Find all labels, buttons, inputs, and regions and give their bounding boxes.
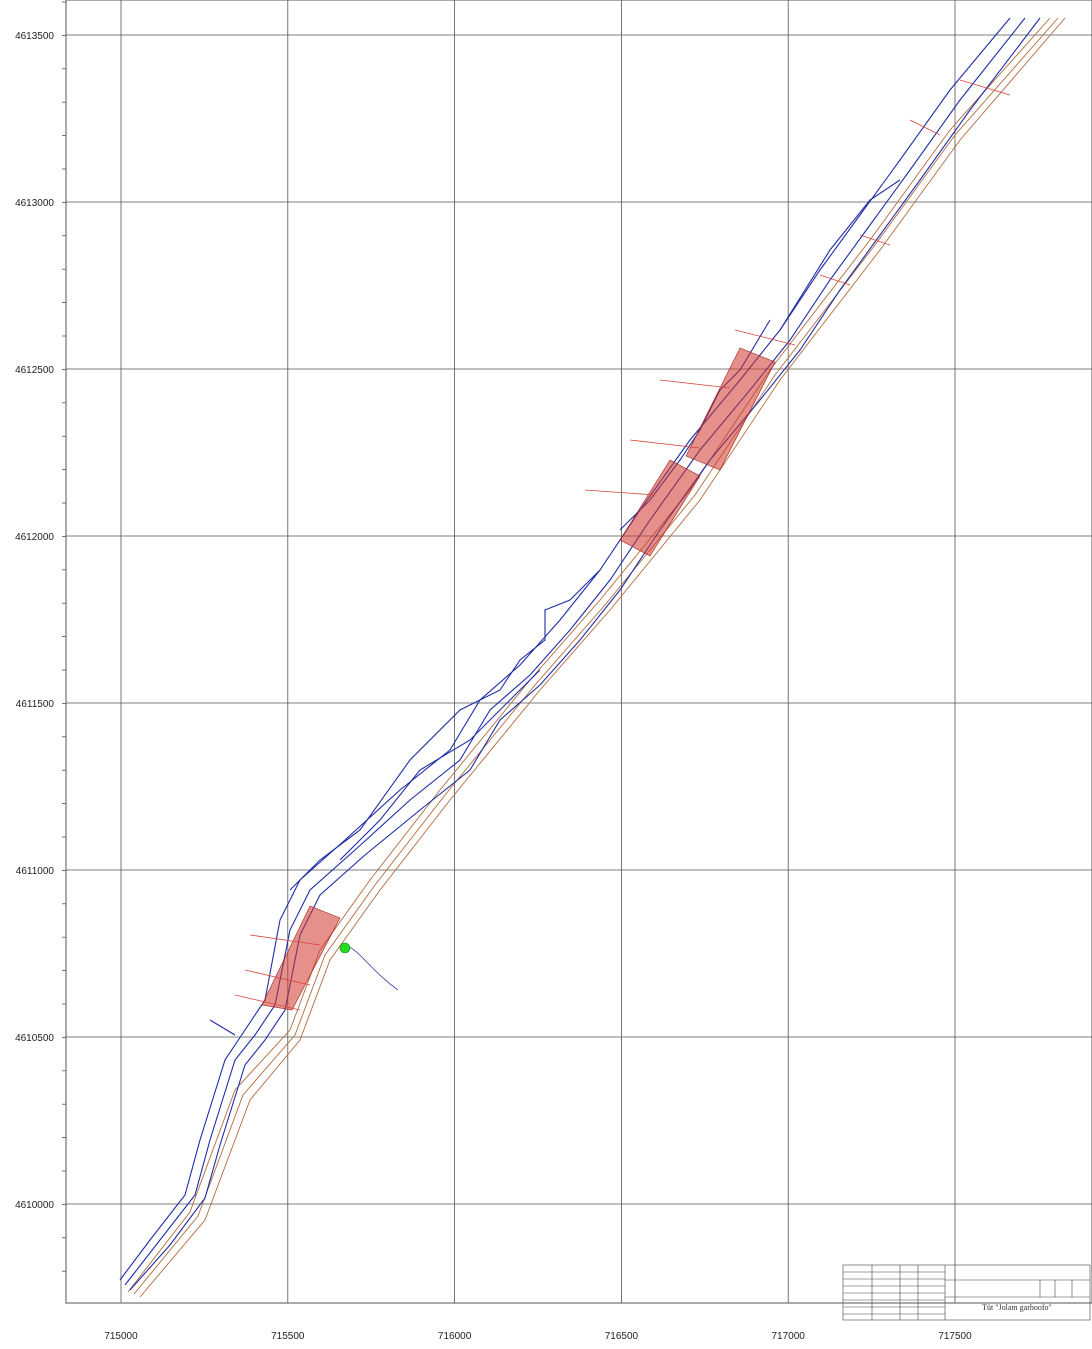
road-west-1 [209,1019,236,1036]
hatched-zone-north [685,347,776,471]
road-branch-4 [779,179,901,331]
y-tick-label: 4611000 [16,866,55,877]
x-tick-label: 715500 [271,1331,305,1342]
x-axis-labels: 715000 715500 716000 716500 717000 717500 [104,1331,972,1342]
y-tick-label: 4610500 [15,1033,54,1044]
title-block-title: Tüt "Jolam garhoofo" [982,1303,1052,1312]
marker-trail [344,944,399,991]
hatched-zone-mid [619,459,701,557]
cross-section-lines [234,79,1011,1011]
boundary-line-inner [133,17,1059,1295]
boundary-line-east [139,17,1066,1298]
hatched-zones [261,347,776,1011]
green-marker-group [339,942,399,991]
y-tick-label: 4610000 [15,1200,54,1211]
road-branch-1 [289,569,601,891]
y-tick-label: 4612500 [15,365,54,376]
y-minor-ticks [62,1,66,1272]
boundary-line-west [127,17,1051,1293]
road-main-3 [129,17,1041,1291]
cross-section-line [584,489,656,496]
cross-section-line [859,234,891,246]
road-branch-2 [339,669,541,861]
coordinate-grid [65,0,1092,1304]
x-tick-label: 715000 [104,1331,138,1342]
y-tick-label: 4613500 [15,31,54,42]
x-tick-label: 717000 [772,1331,806,1342]
cross-section-line [629,439,701,449]
cross-section-line [734,329,796,346]
hatched-zone-south [261,905,341,1011]
x-tick-label: 717500 [938,1331,972,1342]
cross-section-line [959,79,1011,96]
y-tick-label: 4611500 [16,699,55,710]
cross-section-line [249,934,321,946]
y-axis-labels: 4613500 4613000 4612500 4612000 4611500 46110… [15,31,54,1211]
x-tick-label: 716000 [438,1331,472,1342]
x-tick-label: 716500 [605,1331,639,1342]
cross-section-line [234,994,301,1011]
y-tick-label: 4613000 [15,198,54,209]
title-block: Tüt "Jolam garhoofo" [842,1264,1091,1321]
cross-section-line [819,274,851,286]
road-network [119,17,1041,1291]
y-tick-label: 4612000 [15,532,54,543]
road-main-2 [124,17,1026,1286]
cross-section-line [244,969,311,986]
cross-section-line [909,119,941,136]
cross-section-line [659,379,731,389]
map-frame [65,0,1092,1304]
corridor-boundary-lines [127,17,1066,1298]
road-main-1 [119,17,1011,1281]
title-block-frame [842,1264,1091,1321]
green-marker [339,942,351,954]
